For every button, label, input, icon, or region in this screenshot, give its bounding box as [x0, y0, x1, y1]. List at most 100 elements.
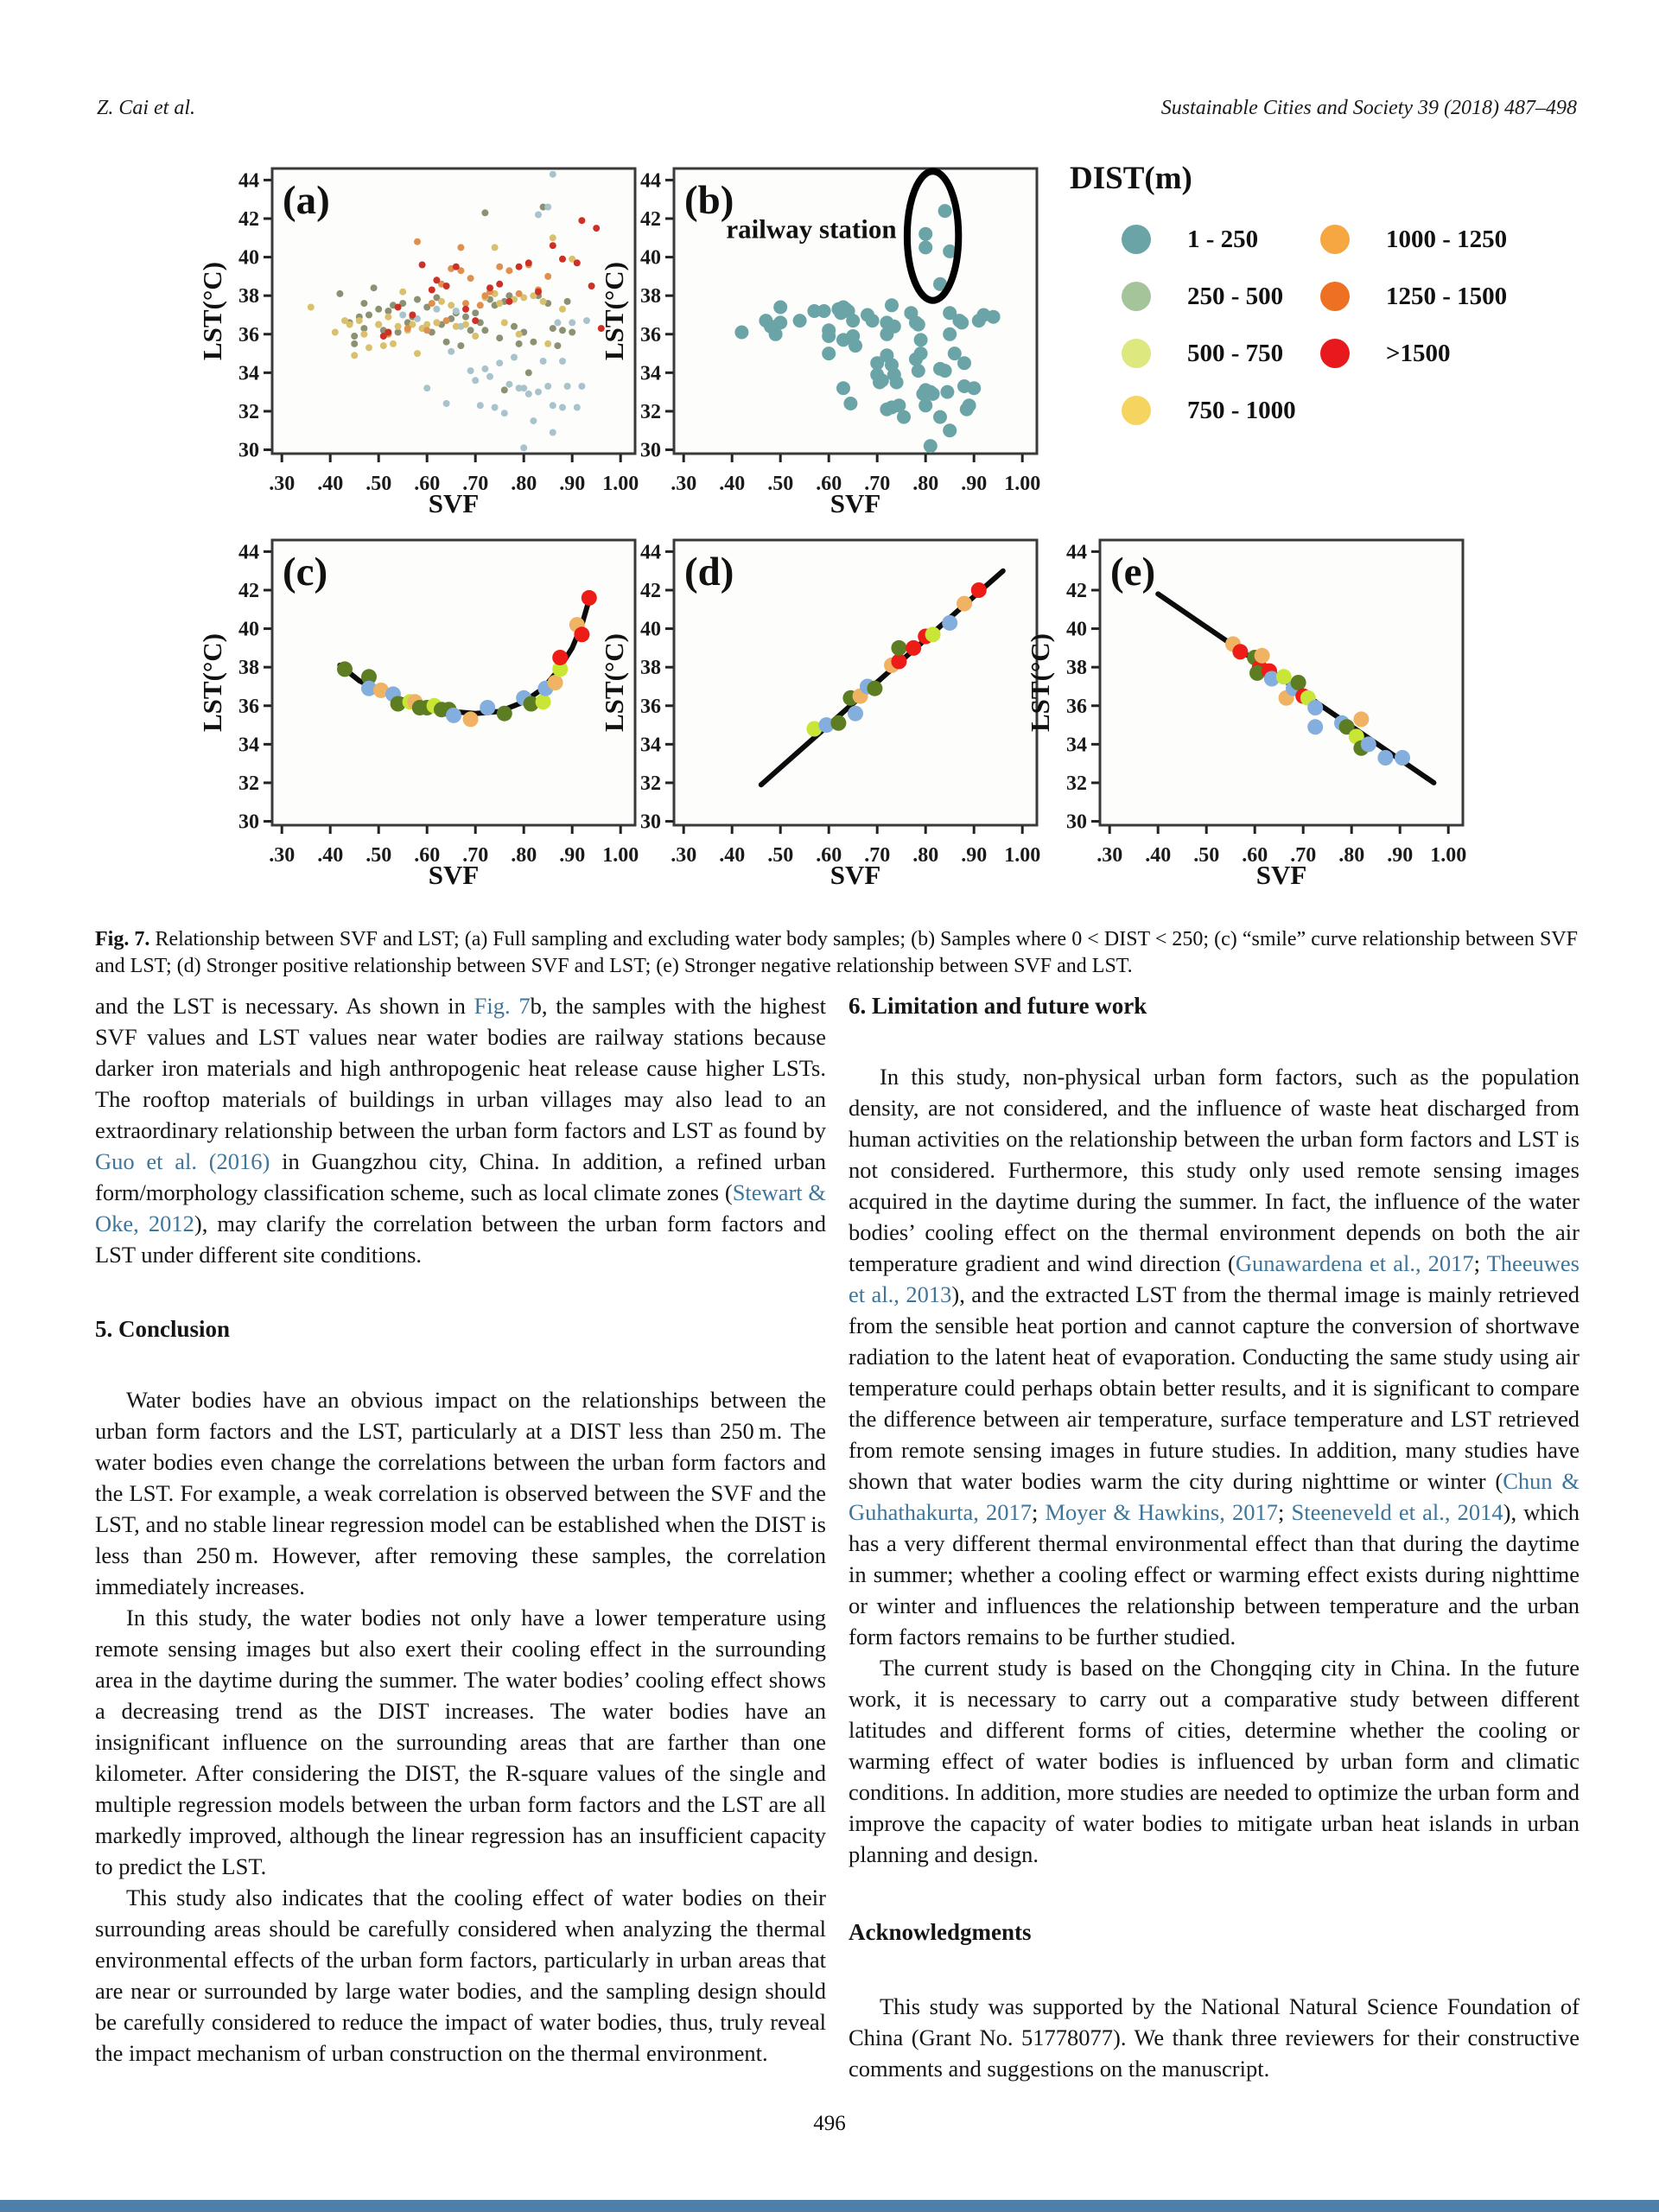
x-tick-label: .80 [511, 473, 537, 495]
x-tick-label: .80 [511, 844, 537, 867]
scatter-point [925, 626, 941, 643]
scatter-point [547, 675, 563, 690]
scatter-point [452, 322, 460, 330]
x-tick-label: .30 [671, 844, 696, 867]
scatter-point [457, 267, 465, 275]
scatter-point [539, 297, 547, 305]
plot-frame [270, 538, 637, 827]
scatter-point [559, 327, 566, 334]
scatter-point [539, 358, 547, 365]
citation-link[interactable]: Stewart & Oke, 2012 [95, 1179, 827, 1236]
scatter-point [336, 289, 344, 297]
scatter-point [1360, 736, 1376, 753]
x-tick-label: .60 [816, 844, 842, 867]
citation-link[interactable]: Guo et al. (2016) [95, 1148, 270, 1174]
y-tick-label: 30 [238, 440, 259, 462]
figure-caption-label: Fig. 7. [95, 928, 150, 950]
panel-letter: (b) [684, 178, 734, 223]
y-tick-label: 44 [238, 169, 259, 192]
paragraph-text: Water bodies have an obvious impact on t… [95, 1387, 826, 1599]
citation-link[interactable]: Gunawardena et al., 2017 [1235, 1250, 1474, 1276]
footer-bar [0, 2200, 1659, 2212]
x-tick-label: .40 [317, 473, 343, 495]
scatter-point [573, 404, 581, 411]
body-paragraph: This study also indicates that the cooli… [95, 1882, 826, 2069]
scatter-point [467, 275, 474, 283]
scatter-point [544, 272, 552, 280]
x-axis-label: SVF [429, 488, 480, 518]
x-tick-label: 1.00 [1004, 473, 1040, 495]
x-tick-label: .80 [1338, 844, 1364, 867]
scatter-point [442, 400, 450, 407]
citation-link[interactable]: Theeuwes et al., 2013 [849, 1250, 1580, 1307]
citation-link[interactable]: Fig. 7 [474, 993, 531, 1019]
x-axis-label: SVF [429, 860, 480, 890]
scatter-point [913, 333, 928, 347]
scatter-point [933, 410, 947, 424]
x-tick-label: .30 [671, 473, 696, 495]
scatter-point [830, 715, 847, 731]
x-tick-label: .90 [559, 844, 585, 867]
scatter-point [530, 417, 537, 425]
scatter-point [807, 304, 822, 318]
y-tick-label: 40 [1066, 619, 1087, 641]
citation-link[interactable]: Steeneveld et al., 2014 [1291, 1499, 1503, 1525]
scatter-point [967, 381, 982, 396]
scatter-point [817, 304, 831, 318]
body-paragraph: In this study, the water bodies not only… [95, 1602, 826, 1882]
x-tick-label: .60 [816, 473, 842, 495]
y-tick-label: 38 [238, 657, 259, 679]
x-tick-label: .40 [719, 473, 745, 495]
scatter-point [414, 296, 421, 303]
scatter-point [1232, 644, 1249, 660]
scatter-point [818, 717, 835, 734]
legend-label: 250 - 500 [1187, 282, 1284, 310]
scatter-point [943, 306, 957, 321]
x-tick-label: 1.00 [602, 844, 639, 867]
scatter-point [442, 338, 450, 346]
y-tick-label: 40 [640, 619, 661, 641]
scatter-point [773, 300, 788, 315]
scatter-point [472, 377, 480, 385]
scatter-point [874, 373, 889, 388]
x-tick-label: .30 [269, 844, 295, 867]
scatter-point [394, 303, 402, 311]
y-axis-label: LST(°C) [1025, 633, 1055, 732]
scatter-point [428, 300, 435, 308]
scatter-point [773, 315, 788, 330]
running-head-journal: Sustainable Cities and Society 39 (2018)… [1160, 97, 1577, 119]
y-tick-label: 30 [238, 811, 259, 834]
scatter-point [1338, 719, 1355, 735]
paragraph-text: ; [1031, 1499, 1046, 1525]
scatter-point [423, 385, 431, 392]
panel-letter: (e) [1110, 550, 1155, 594]
body-paragraph: In this study, non-physical urban form f… [849, 1061, 1580, 1652]
left-column: and the LST is necessary. As shown in Fi… [95, 990, 826, 2069]
scatter-point [433, 294, 441, 302]
scatter-point [515, 385, 523, 392]
y-tick-label: 38 [640, 657, 661, 679]
scatter-point [1307, 719, 1324, 735]
scatter-point [307, 303, 315, 311]
y-tick-label: 32 [238, 401, 259, 423]
scatter-point [549, 429, 556, 436]
scatter-point [947, 346, 962, 361]
x-tick-label: .70 [1290, 844, 1316, 867]
scatter-point [399, 300, 407, 308]
scatter-point [549, 170, 556, 178]
citation-link[interactable]: Chun & Guhathakurta, 2017 [849, 1468, 1580, 1525]
body-paragraph: This study was supported by the National… [849, 1991, 1580, 2084]
scatter-point [433, 305, 441, 313]
scatter-point [523, 696, 539, 712]
paragraph-text: ), may clarify the correlation between t… [95, 1211, 826, 1268]
citation-link[interactable]: Moyer & Hawkins, 2017 [1045, 1499, 1278, 1525]
scatter-point [394, 328, 402, 336]
scatter-point [554, 319, 562, 327]
scatter-point [457, 342, 465, 350]
paragraph-text: In this study, non-physical urban form f… [849, 1064, 1580, 1276]
scatter-point [559, 255, 566, 263]
y-tick-label: 44 [238, 541, 259, 563]
scatter-point [462, 300, 469, 308]
scatter-point [370, 284, 378, 292]
scatter-point [865, 314, 880, 328]
